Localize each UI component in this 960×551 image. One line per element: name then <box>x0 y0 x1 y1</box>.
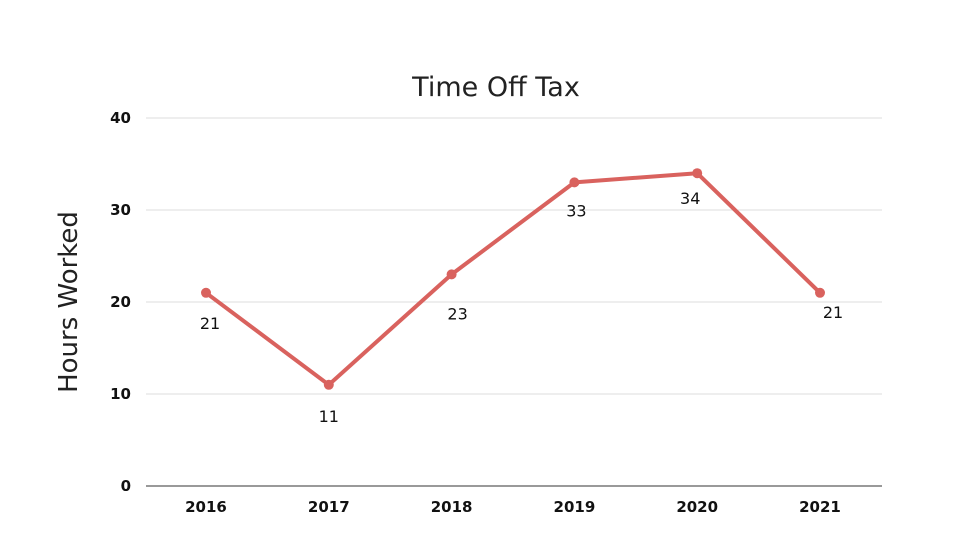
data-label: 11 <box>319 407 339 426</box>
data-label: 21 <box>200 314 220 333</box>
y-tick-label: 30 <box>110 201 131 219</box>
series-line-group <box>204 171 822 387</box>
x-tick-label: 2019 <box>554 498 596 516</box>
y-axis-label: Hours Worked <box>54 211 84 393</box>
data-point <box>201 287 211 298</box>
series-line <box>204 171 822 387</box>
x-tick-label: 2020 <box>676 498 718 516</box>
data-point <box>569 177 580 188</box>
x-tick-label: 2018 <box>431 498 473 516</box>
x-tick-label: 2016 <box>185 498 227 516</box>
data-point <box>815 287 825 298</box>
data-point <box>323 379 334 390</box>
y-tick-label: 10 <box>110 385 131 403</box>
data-label: 23 <box>447 304 467 323</box>
data-point <box>692 168 703 179</box>
gridlines <box>146 117 882 487</box>
y-tick-label: 40 <box>110 109 131 127</box>
data-points <box>201 168 825 390</box>
chart-title: Time Off Tax <box>411 72 580 103</box>
y-axis-ticks: 0 10 20 30 40 <box>110 109 131 495</box>
data-label: 33 <box>566 201 586 220</box>
data-point <box>446 269 457 280</box>
x-tick-label: 2017 <box>308 498 350 516</box>
data-labels: 21 11 23 33 34 21 <box>200 189 843 426</box>
y-tick-label: 0 <box>121 477 131 495</box>
y-tick-label: 20 <box>110 293 131 311</box>
data-label: 21 <box>823 303 843 322</box>
x-axis-ticks: 2016 2017 2018 2019 2020 2021 <box>185 498 841 516</box>
data-label: 34 <box>680 189 700 208</box>
x-tick-label: 2021 <box>799 498 841 516</box>
